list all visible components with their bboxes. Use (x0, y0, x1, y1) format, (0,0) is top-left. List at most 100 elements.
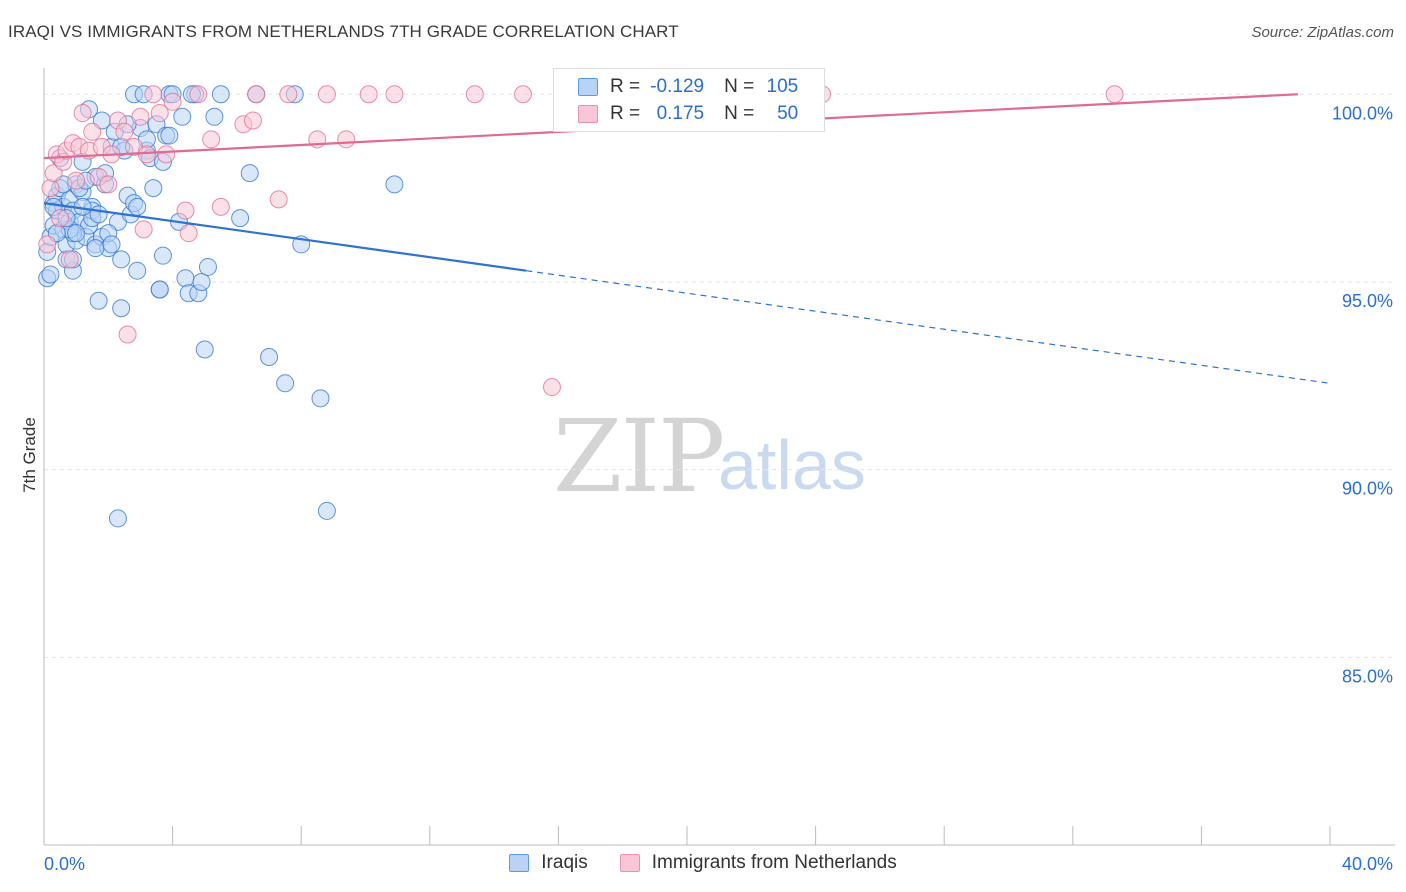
iraqi-point (276, 374, 295, 393)
iraqi-point (173, 107, 192, 126)
iraqi-point (67, 224, 86, 243)
legend-swatch-netherlands (619, 854, 640, 872)
iraqi-point (160, 126, 179, 145)
netherlands-point (51, 209, 70, 228)
iraqi-point (112, 299, 131, 318)
netherlands-point (157, 145, 176, 164)
netherlands-point (163, 92, 182, 111)
iraqi-point (195, 340, 214, 359)
iraqi-point (231, 209, 250, 228)
netherlands-point (134, 220, 153, 239)
iraqi-point (192, 272, 211, 291)
iraqi-point (128, 261, 147, 280)
netherlands-point (1105, 85, 1124, 104)
y-tick-label: 85.0% (1342, 666, 1393, 686)
legend-swatch-iraqis (578, 78, 598, 96)
tick-labels: 100.0% 95.0% 90.0% 85.0% 0.0% 40.0% (44, 103, 1393, 874)
netherlands-point (514, 85, 533, 104)
y-tick-label: 100.0% (1332, 103, 1393, 123)
iraqi-point (128, 197, 147, 216)
netherlands-point (542, 378, 561, 397)
iraqi-point (86, 239, 105, 258)
legend-swatch-netherlands (578, 105, 598, 123)
watermark-atlas: atlas (718, 426, 866, 504)
legend-item-iraqis[interactable]: Iraqis (509, 852, 588, 874)
netherlands-point (99, 175, 118, 194)
iraqi-point (153, 246, 172, 265)
iraqi-point (240, 164, 259, 183)
legend-r-value: -0.129 (650, 76, 705, 97)
legend-label-iraqis: Iraqis (541, 852, 588, 873)
iraqi-point (260, 348, 279, 367)
netherlands-point (337, 130, 356, 149)
netherlands-point (465, 85, 484, 104)
iraqi-point (150, 280, 169, 299)
legend-r-label: R = (610, 103, 641, 124)
chart-title: IRAQI VS IMMIGRANTS FROM NETHERLANDS 7TH… (8, 22, 679, 41)
x-tick-label-min: 0.0% (44, 854, 85, 874)
y-tick-label: 95.0% (1342, 291, 1393, 311)
iraqi-point (385, 175, 404, 194)
trend-lines (43, 93, 1331, 384)
netherlands-point (144, 85, 163, 104)
netherlands-point (385, 85, 404, 104)
x-tick-label-max: 40.0% (1342, 854, 1393, 874)
iraqi-point (205, 107, 224, 126)
iraqi-point (198, 257, 217, 276)
legend-item-netherlands[interactable]: Immigrants from Netherlands (619, 852, 897, 874)
watermark-zip: ZIP (553, 398, 725, 515)
y-tick-label: 90.0% (1342, 479, 1393, 499)
netherlands-point (41, 179, 60, 198)
netherlands-point (359, 85, 378, 104)
iraqi-trend-line (43, 202, 527, 272)
iraqi-point (112, 250, 131, 269)
netherlands-point (179, 224, 198, 243)
netherlands-point (115, 122, 134, 141)
iraqi-point (317, 501, 336, 520)
legend-n-value: 105 (766, 76, 799, 97)
netherlands-point (202, 130, 221, 149)
iraqi-point (144, 179, 163, 198)
netherlands-point (73, 104, 92, 123)
netherlands-point (118, 325, 137, 344)
iraqi-trend-extension (526, 270, 1331, 384)
stats-legend: R = -0.129 N = 105 R = 0.175 N = 50 (553, 68, 825, 132)
legend-swatch-iraqis (509, 854, 530, 872)
iraqi-point (102, 235, 121, 254)
legend-n-value: 50 (777, 103, 799, 124)
legend-n-label: N = (724, 76, 755, 97)
netherlands-point (189, 85, 208, 104)
iraqi-point (211, 85, 230, 104)
source-label: Source: ZipAtlas.com (1251, 24, 1394, 41)
netherlands-point (243, 111, 262, 130)
iraqi-point (41, 265, 60, 284)
iraqi-point (108, 509, 127, 528)
iraqi-point (89, 291, 108, 310)
legend-r-value: 0.175 (656, 103, 705, 124)
legend-label-netherlands: Immigrants from Netherlands (651, 852, 897, 873)
netherlands-point (38, 235, 57, 254)
netherlands-point (176, 201, 195, 220)
legend-row-netherlands: R = 0.175 N = 50 (578, 102, 798, 126)
iraqi-point (89, 205, 108, 224)
legend-row-iraqis: R = -0.129 N = 105 (578, 75, 798, 99)
netherlands-point (67, 171, 86, 190)
netherlands-point (60, 250, 79, 269)
netherlands-point (269, 190, 288, 209)
netherlands-point (150, 104, 169, 123)
netherlands-point (247, 85, 266, 104)
iraqi-point (176, 269, 195, 288)
data-points (38, 85, 1124, 528)
netherlands-point (211, 197, 230, 216)
netherlands-point (317, 85, 336, 104)
legend-r-label: R = (610, 76, 641, 97)
axes (43, 68, 1395, 846)
series-legend: Iraqis Immigrants from Netherlands (0, 852, 1406, 874)
iraqi-point (311, 389, 330, 408)
netherlands-point (279, 85, 298, 104)
netherlands-point (83, 122, 102, 141)
netherlands-point (137, 145, 156, 164)
legend-n-label: N = (724, 103, 755, 124)
netherlands-point (131, 107, 150, 126)
